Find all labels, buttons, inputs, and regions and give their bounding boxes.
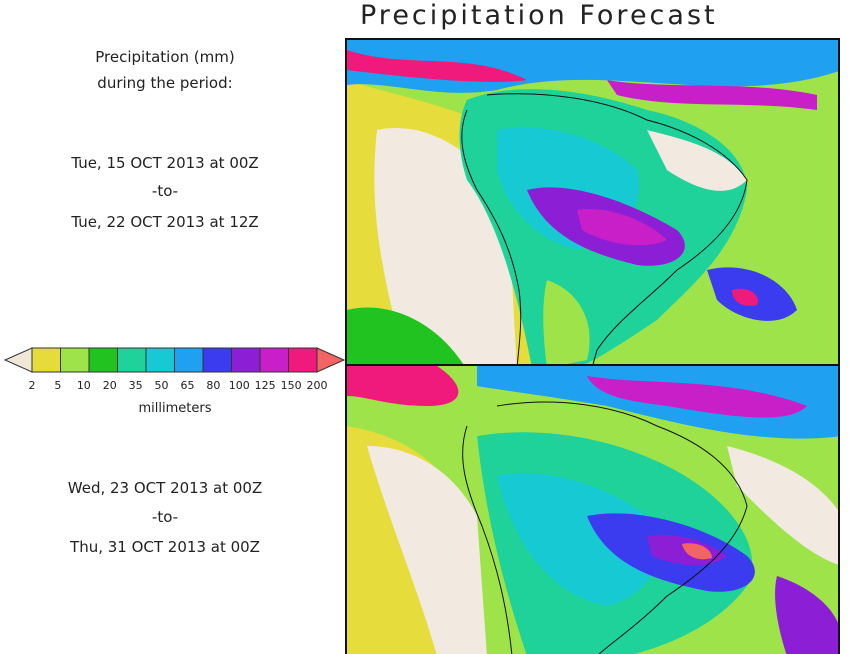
legend-tick-label: 100 [229,379,250,392]
legend-tick-label: 65 [180,379,194,392]
east-coastline [496,401,748,654]
legend-color-box [31,347,61,373]
period2-separator: -to- [151,508,179,526]
forecast-map-period1 [345,38,840,366]
legend-color-box [88,347,118,373]
legend-tick-label: 10 [77,379,91,392]
atlantic-rain-cell [775,576,838,654]
legend-color-box [202,347,232,373]
page-title: Precipitation Forecast [360,0,718,31]
dry-zone [367,446,487,654]
legend-color-box [288,347,318,373]
east-coastline [486,93,748,364]
northeast-dry-zone [727,446,838,565]
info-line-1: Precipitation (mm) [95,48,235,66]
info-line-2: during the period: [97,74,233,92]
west-coastline [462,425,513,654]
legend-right-arrow [316,347,346,373]
period1-separator: -to- [151,182,179,200]
extreme-rain-core [682,543,712,560]
forecast-map-period2 [345,364,840,654]
northern-heavy-rain [587,376,807,418]
atlantic-core [732,288,758,306]
legend-tick-label: 20 [103,379,117,392]
legend-tick-label: 5 [54,379,61,392]
caribbean-heavy-rain [607,80,817,110]
central-rain-zone [497,473,660,606]
legend-unit-label: millimeters [139,401,212,416]
legend-color-box [60,347,90,373]
legend-color-box [231,347,261,373]
period2-end: Thu, 31 OCT 2013 at 00Z [70,538,260,556]
period2-start: Wed, 23 OCT 2013 at 00Z [67,479,263,497]
legend-color-box [259,347,289,373]
south-pacific-rain [347,307,464,364]
legend-left-arrow [3,347,33,373]
legend-tick-label: 50 [155,379,169,392]
color-legend: 2 5 10 20 35 50 65 80 100 125 150 200 millimeters [0,346,346,416]
legend-svg: 2 5 10 20 35 50 65 80 100 125 150 200 millimeters [3,347,346,416]
legend-color-box [145,347,175,373]
period1-start: Tue, 15 OCT 2013 at 00Z [71,154,259,172]
heavy-rain-center [577,209,667,246]
legend-tick-label: 2 [29,379,36,392]
legend-color-box [117,347,147,373]
legend-color-box [174,347,204,373]
legend-tick-label: 35 [129,379,143,392]
legend-tick-label: 150 [281,379,302,392]
legend-tick-label: 125 [255,379,276,392]
legend-tick-label: 80 [206,379,220,392]
north-heavy-rain [347,50,527,82]
northeast-dry-zone [647,130,747,191]
northwest-heavy-rain [347,366,459,406]
period1-end: Tue, 22 OCT 2013 at 12Z [71,213,259,231]
legend-tick-label: 200 [307,379,328,392]
south-rain-zone [543,280,590,364]
west-coastline [461,109,522,364]
